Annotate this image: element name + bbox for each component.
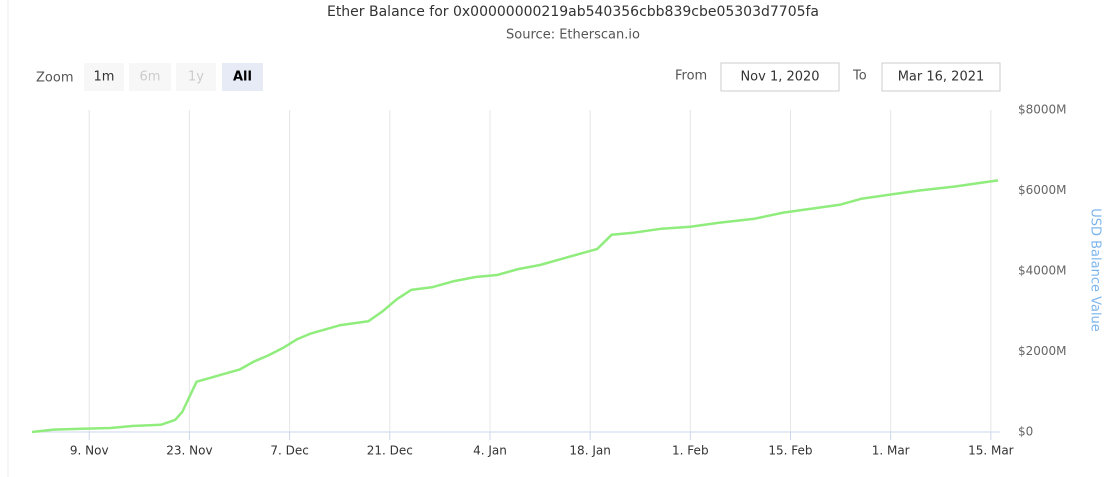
x-tick-label: 23. Nov [166,444,212,458]
from-value[interactable]: Nov 1, 2020 [740,70,819,85]
series-line [31,179,999,434]
y-tick-label: $8000M [1018,103,1067,117]
chart-title: Ether Balance for 0x00000000219ab540356c… [327,4,819,20]
zoom-button-label[interactable]: 1m [94,70,115,85]
zoom-button-label[interactable]: 1y [188,70,204,85]
zoom-button[interactable] [84,63,124,91]
from-input[interactable] [720,62,840,92]
y-axis-title: USD Balance Value [1088,208,1103,332]
y-tick-label: $6000M [1018,183,1067,197]
y-tick-label: $0 [1018,425,1033,439]
x-tick-label: 4. Jan [473,444,507,458]
x-tick-label: 7. Dec [270,444,308,458]
zoom-button[interactable] [129,63,171,91]
x-tick-label: 1. Feb [672,444,709,458]
x-tick-label: 18. Jan [569,444,610,458]
chart-subtitle: Source: Etherscan.io [506,28,640,43]
zoom-button-label[interactable]: 6m [140,70,161,85]
zoom-button-label[interactable]: All [233,70,252,85]
from-label: From [675,69,707,84]
x-tick-label: 21. Dec [367,444,413,458]
zoom-label: Zoom [36,71,73,86]
zoom-button[interactable] [176,63,216,91]
x-tick-label: 15. Mar [968,444,1014,458]
x-tick-label: 15. Feb [768,444,812,458]
zoom-button[interactable] [222,63,263,91]
y-tick-label: $4000M [1018,264,1067,278]
to-label: To [852,69,867,84]
x-tick-label: 9. Nov [70,444,109,458]
to-input[interactable] [881,62,1001,92]
y-tick-label: $2000M [1018,344,1067,358]
x-tick-label: 1. Mar [872,444,910,458]
to-value[interactable]: Mar 16, 2021 [898,70,985,85]
